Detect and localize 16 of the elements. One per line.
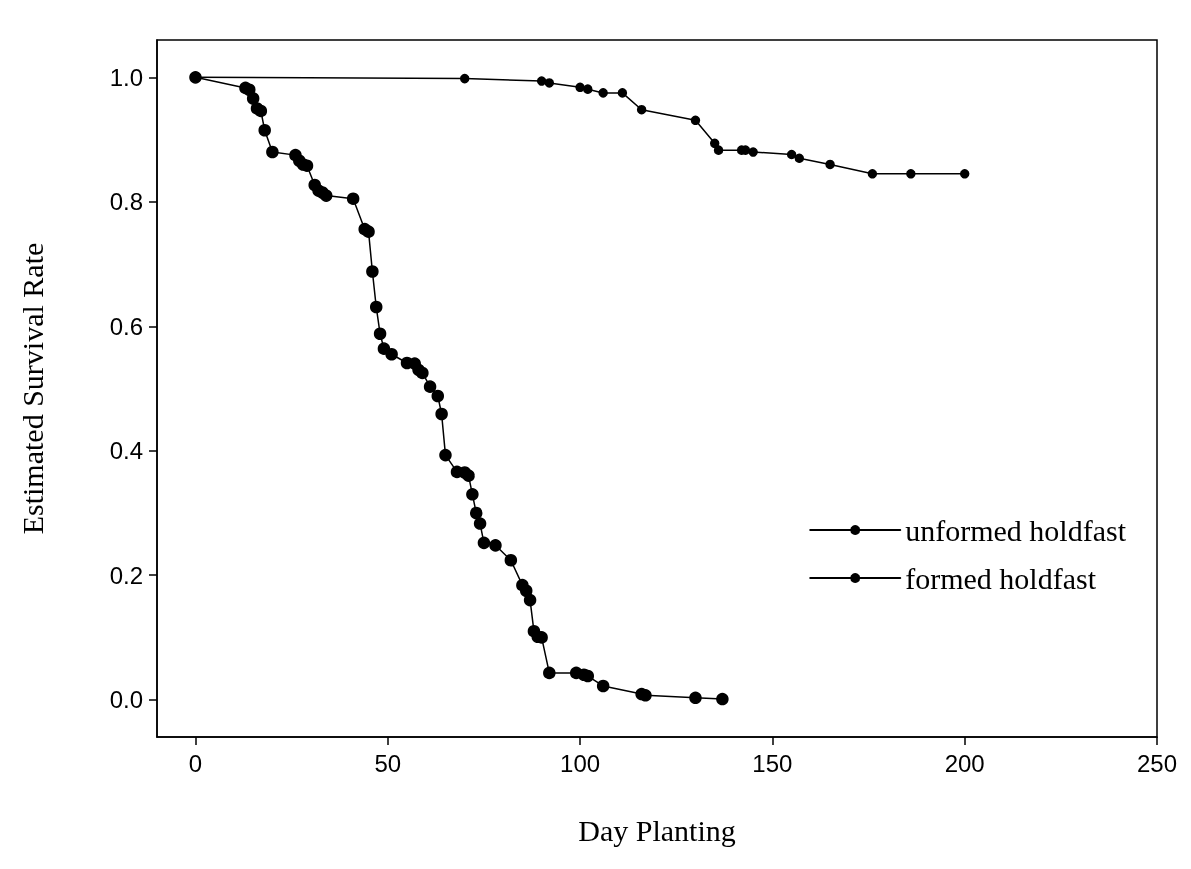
y-tick-label: 0.6 bbox=[109, 312, 143, 340]
y-axis-title: Estimated Survival Rate bbox=[15, 242, 49, 535]
x-tick-label: 200 bbox=[944, 749, 985, 777]
x-tick-label: 50 bbox=[374, 749, 402, 777]
y-tick-label: 0.0 bbox=[109, 686, 143, 714]
x-tick-label: 150 bbox=[752, 749, 793, 777]
y-tick-label: 1.0 bbox=[109, 63, 143, 91]
legend-label: unformed holdfast bbox=[905, 513, 1127, 547]
x-tick-label: 100 bbox=[560, 749, 601, 777]
y-tick-label: 0.4 bbox=[109, 437, 143, 465]
y-tick-label: 0.2 bbox=[109, 561, 143, 589]
x-tick-label: 250 bbox=[1136, 749, 1178, 777]
x-tick-label: 0 bbox=[188, 749, 203, 777]
legend-label: formed holdfast bbox=[905, 561, 1097, 595]
y-tick-label: 0.8 bbox=[109, 188, 143, 216]
x-axis-title: Day Planting bbox=[578, 813, 736, 847]
